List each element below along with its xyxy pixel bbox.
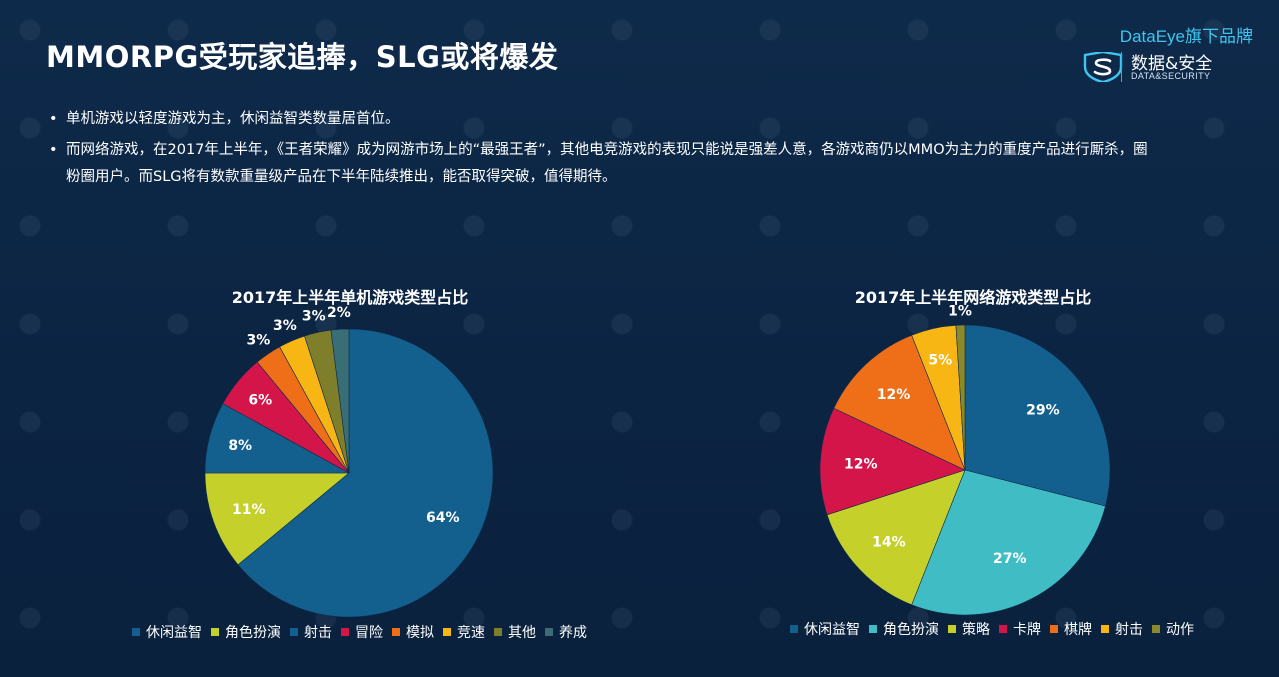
bullet-item: 而网络游戏，在2017年上半年，《王者荣耀》成为网游市场上的“最强王者”，其他电… bbox=[46, 137, 1156, 191]
brand-divider bbox=[1121, 52, 1122, 82]
bullet-item: 单机游戏以轻度游戏为主，休闲益智类数量居首位。 bbox=[46, 106, 1156, 133]
pie-data-label: 64% bbox=[426, 510, 460, 526]
pie-data-label: 29% bbox=[1026, 403, 1060, 419]
legend-label: 策略 bbox=[962, 622, 990, 638]
legend-item: 动作 bbox=[1152, 619, 1194, 639]
legend-label: 养成 bbox=[559, 625, 587, 641]
legend-swatch bbox=[132, 628, 140, 636]
legend-item: 休闲益智 bbox=[790, 619, 860, 639]
pie-slice-养成 bbox=[330, 328, 350, 474]
legend-label: 其他 bbox=[508, 625, 536, 641]
pie-data-label: 14% bbox=[872, 534, 906, 550]
legend-swatch bbox=[341, 628, 349, 636]
legend-item: 竞速 bbox=[443, 622, 485, 642]
legend-item: 射击 bbox=[290, 622, 332, 642]
legend-swatch bbox=[869, 625, 877, 633]
legend-swatch bbox=[1152, 625, 1160, 633]
legend-label: 休闲益智 bbox=[804, 622, 860, 638]
s-plus-shield-icon bbox=[1083, 52, 1123, 82]
legend-item: 模拟 bbox=[392, 622, 434, 642]
legend-item: 射击 bbox=[1101, 619, 1143, 639]
brand-cn-name: 数据&安全 bbox=[1131, 54, 1213, 74]
pie-slice-休闲益智 bbox=[237, 328, 494, 618]
bullet-list: 单机游戏以轻度游戏为主，休闲益智类数量居首位。 而网络游戏，在2017年上半年，… bbox=[46, 106, 1156, 195]
pie-data-label: 3% bbox=[246, 333, 270, 349]
legend-label: 休闲益智 bbox=[146, 625, 202, 641]
pie-data-label: 3% bbox=[302, 309, 326, 325]
pie-data-label: 3% bbox=[273, 318, 297, 334]
chart-title-online: 2017年上半年网络游戏类型占比 bbox=[854, 288, 1092, 307]
legend-swatch bbox=[948, 625, 956, 633]
legend-item: 休闲益智 bbox=[132, 622, 202, 642]
legend-swatch bbox=[1101, 625, 1109, 633]
legend-label: 射击 bbox=[304, 625, 332, 641]
chart-title-single-player: 2017年上半年单机游戏类型占比 bbox=[231, 288, 469, 307]
legend-label: 卡牌 bbox=[1013, 622, 1041, 638]
legend-single-player: 休闲益智 角色扮演 射击 冒险 模拟 竞速 其他 养成 bbox=[132, 622, 596, 642]
pie-slice-角色扮演 bbox=[911, 469, 1106, 616]
pie-data-label: 6% bbox=[248, 393, 272, 409]
legend-label: 角色扮演 bbox=[883, 622, 939, 638]
pie-data-label: 8% bbox=[228, 438, 252, 454]
legend-item: 养成 bbox=[545, 622, 587, 642]
pie-data-label: 11% bbox=[232, 502, 266, 518]
page-title: MMORPG受玩家追捧，SLG或将爆发 bbox=[46, 40, 559, 74]
legend-swatch bbox=[392, 628, 400, 636]
legend-label: 模拟 bbox=[406, 625, 434, 641]
legend-label: 竞速 bbox=[457, 625, 485, 641]
legend-swatch bbox=[211, 628, 219, 636]
pie-data-label: 5% bbox=[928, 353, 952, 369]
pie-data-label: 1% bbox=[948, 304, 972, 320]
legend-swatch bbox=[494, 628, 502, 636]
pie-chart-online: 29% 27% 14% 12% 12% 5% 1% bbox=[819, 304, 1111, 616]
brand-en-name: DATA&SECURITY bbox=[1131, 71, 1211, 81]
pie-slice-棋牌 bbox=[833, 334, 966, 471]
legend-swatch bbox=[443, 628, 451, 636]
pie-data-label: 2% bbox=[327, 305, 351, 321]
pie-slice-动作 bbox=[955, 324, 966, 471]
legend-item: 其他 bbox=[494, 622, 536, 642]
pie-data-label: 12% bbox=[844, 456, 878, 472]
legend-item: 角色扮演 bbox=[211, 622, 281, 642]
legend-label: 冒险 bbox=[355, 625, 383, 641]
pie-data-label: 27% bbox=[993, 551, 1027, 567]
legend-online: 休闲益智 角色扮演 策略 卡牌 棋牌 射击 动作 bbox=[790, 619, 1203, 639]
legend-item: 卡牌 bbox=[999, 619, 1041, 639]
legend-label: 动作 bbox=[1166, 622, 1194, 638]
legend-swatch bbox=[1050, 625, 1058, 633]
pie-chart-single-player: 64%11%8%6%3%3%3% 2% bbox=[204, 305, 494, 618]
brand-parent-name: DataEye旗下品牌 bbox=[1119, 27, 1253, 46]
legend-label: 射击 bbox=[1115, 622, 1143, 638]
pie-slice-卡牌 bbox=[819, 407, 966, 516]
legend-swatch bbox=[545, 628, 553, 636]
pie-slice-角色扮演 bbox=[204, 472, 350, 566]
legend-swatch bbox=[999, 625, 1007, 633]
legend-label: 棋牌 bbox=[1064, 622, 1092, 638]
pie-data-label: 12% bbox=[877, 387, 911, 403]
brand-block: DataEye旗下品牌 数据&安全 DATA&SECURITY bbox=[1053, 22, 1253, 86]
legend-item: 角色扮演 bbox=[869, 619, 939, 639]
legend-swatch bbox=[790, 625, 798, 633]
legend-label: 角色扮演 bbox=[225, 625, 281, 641]
pie-slice-休闲益智 bbox=[964, 324, 1111, 507]
legend-item: 冒险 bbox=[341, 622, 383, 642]
legend-swatch bbox=[290, 628, 298, 636]
legend-item: 棋牌 bbox=[1050, 619, 1092, 639]
legend-item: 策略 bbox=[948, 619, 990, 639]
